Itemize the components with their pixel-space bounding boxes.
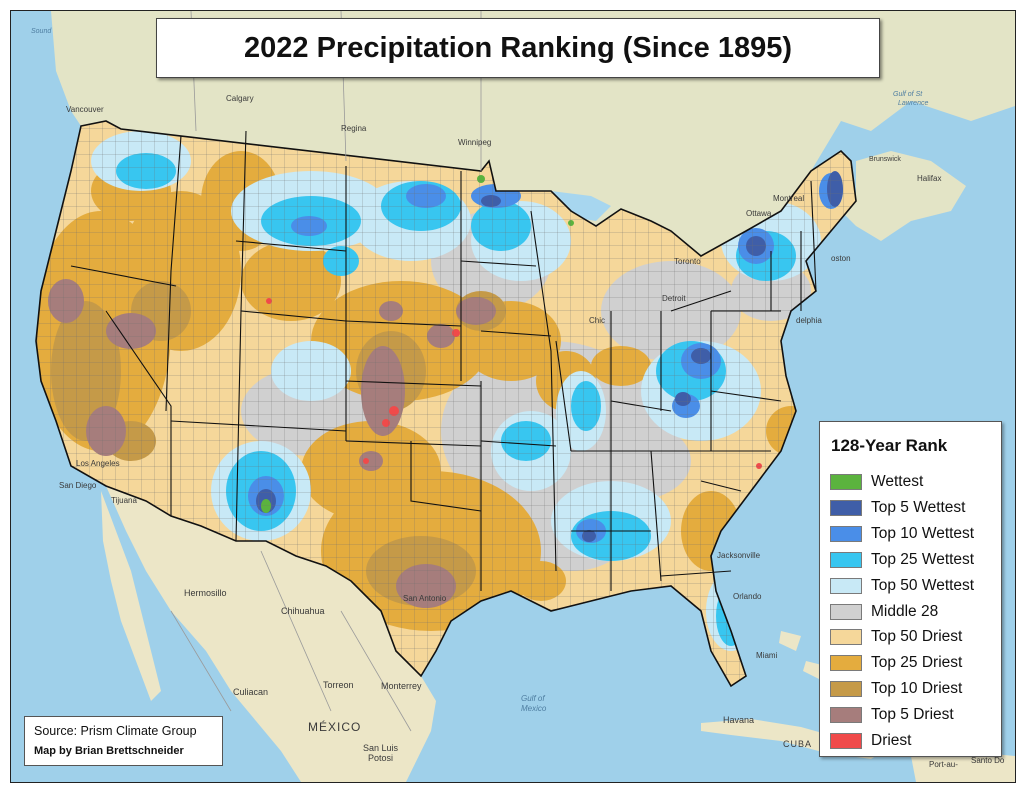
reference-lines	[170, 11, 482, 732]
legend-swatch	[830, 499, 862, 516]
water-gulf-of-mexico-1: Gulf of	[521, 694, 545, 703]
legend-item: Driest	[830, 731, 911, 751]
legend-item: Top 5 Wettest	[830, 498, 965, 518]
place-boston: oston	[831, 254, 851, 263]
legend-label: Top 25 Driest	[871, 654, 963, 672]
water-gulf-st-lawrence-1: Gulf of St	[893, 91, 923, 98]
place-montreal: Montreal	[773, 194, 804, 203]
mexico-land	[106, 486, 436, 782]
legend: 128-Year Rank Wettest Top 5 Wettest Top 10…	[819, 421, 1002, 757]
legend-swatch	[830, 629, 862, 646]
place-winnipeg: Winnipeg	[458, 138, 491, 147]
map-title-box: 2022 Precipitation Ranking (Since 1895)	[156, 18, 880, 78]
legend-swatch	[830, 707, 862, 724]
legend-swatch	[830, 655, 862, 672]
place-los-angeles: Los Angeles	[76, 459, 120, 468]
source-text: Source: Prism Climate Group	[34, 724, 197, 738]
legend-item: Top 5 Driest	[830, 705, 954, 725]
place-toronto: Toronto	[674, 257, 701, 266]
legend-swatch	[830, 577, 862, 594]
credits-box: Source: Prism Climate Group Map by Brian…	[24, 716, 223, 766]
legend-item: Top 50 Wettest	[830, 576, 974, 596]
place-culiacan: Culiacan	[233, 687, 268, 697]
place-torreon: Torreon	[323, 680, 354, 690]
water-strait-sound: Sound	[31, 28, 52, 35]
hispaniola-land	[911, 751, 1015, 782]
author-text: Map by Brian Brettschneider	[34, 745, 184, 757]
baja-peninsula	[101, 491, 161, 701]
place-san-luis-potosi-1: San Luis	[363, 743, 399, 753]
legend-item: Top 25 Driest	[830, 653, 962, 673]
water-gulf-st-lawrence-2: Lawrence	[898, 100, 928, 107]
legend-label: Top 10 Wettest	[871, 524, 975, 542]
legend-swatch	[830, 733, 862, 749]
legend-item: Top 50 Driest	[830, 627, 962, 647]
legend-label: Wettest	[871, 473, 924, 490]
place-philadelphia: delphia	[796, 316, 822, 325]
place-cuba: CUBA	[783, 739, 812, 749]
place-port-au-prince: Port-au-	[929, 760, 958, 769]
place-san-diego: San Diego	[59, 481, 97, 490]
precipitation-map: Vancouver Calgary Regina Winnipeg Ottawa…	[11, 11, 1015, 782]
map-frame: Vancouver Calgary Regina Winnipeg Ottawa…	[10, 10, 1016, 783]
place-havana: Havana	[723, 715, 754, 725]
place-santo-domingo: Santo Do	[971, 756, 1005, 765]
place-detroit: Detroit	[662, 294, 686, 303]
legend-item: Top 25 Wettest	[830, 550, 974, 570]
legend-swatch	[830, 474, 862, 490]
legend-title: 128-Year Rank	[831, 436, 948, 455]
place-mexico: MÉXICO	[308, 719, 361, 734]
legend-swatch	[830, 603, 862, 620]
place-tijuana: Tijuana	[111, 496, 137, 505]
place-calgary: Calgary	[226, 94, 254, 103]
place-new-brunswick: Brunswick	[869, 156, 901, 163]
water-gulf-of-mexico-2: Mexico	[521, 704, 547, 713]
place-chicago: Chic	[589, 316, 605, 325]
state-borders	[70, 130, 817, 591]
place-miami: Miami	[756, 651, 778, 660]
legend-label: Middle 28	[871, 602, 939, 620]
legend-item: Top 10 Driest	[830, 679, 962, 699]
legend-swatch	[830, 681, 862, 698]
place-hermosillo: Hermosillo	[184, 588, 227, 598]
place-san-antonio: San Antonio	[403, 594, 447, 603]
legend-label: Driest	[871, 732, 912, 749]
place-vancouver: Vancouver	[66, 105, 104, 114]
place-chihuahua: Chihuahua	[281, 606, 325, 616]
legend-label: Top 10 Driest	[871, 680, 963, 698]
legend-item: Wettest	[830, 472, 923, 492]
place-regina: Regina	[341, 124, 367, 133]
legend-label: Top 5 Driest	[871, 706, 954, 724]
place-jacksonville: Jacksonville	[717, 551, 761, 560]
bahamas	[779, 631, 826, 679]
legend-label: Top 50 Wettest	[871, 576, 975, 594]
legend-label: Top 25 Wettest	[871, 550, 975, 568]
place-halifax: Halifax	[917, 174, 941, 183]
place-monterrey: Monterrey	[381, 681, 422, 691]
place-san-luis-potosi-2: Potosi	[368, 753, 393, 763]
legend-swatch	[830, 525, 862, 542]
place-orlando: Orlando	[733, 592, 762, 601]
legend-label: Top 5 Wettest	[871, 498, 966, 516]
legend-label: Top 50 Driest	[871, 628, 963, 646]
legend-swatch	[830, 551, 862, 568]
legend-item: Middle 28	[830, 602, 938, 622]
legend-item: Top 10 Wettest	[830, 524, 974, 544]
maritimes-land	[841, 151, 966, 241]
place-ottawa: Ottawa	[746, 209, 772, 218]
map-title: 2022 Precipitation Ranking (Since 1895)	[244, 31, 792, 64]
